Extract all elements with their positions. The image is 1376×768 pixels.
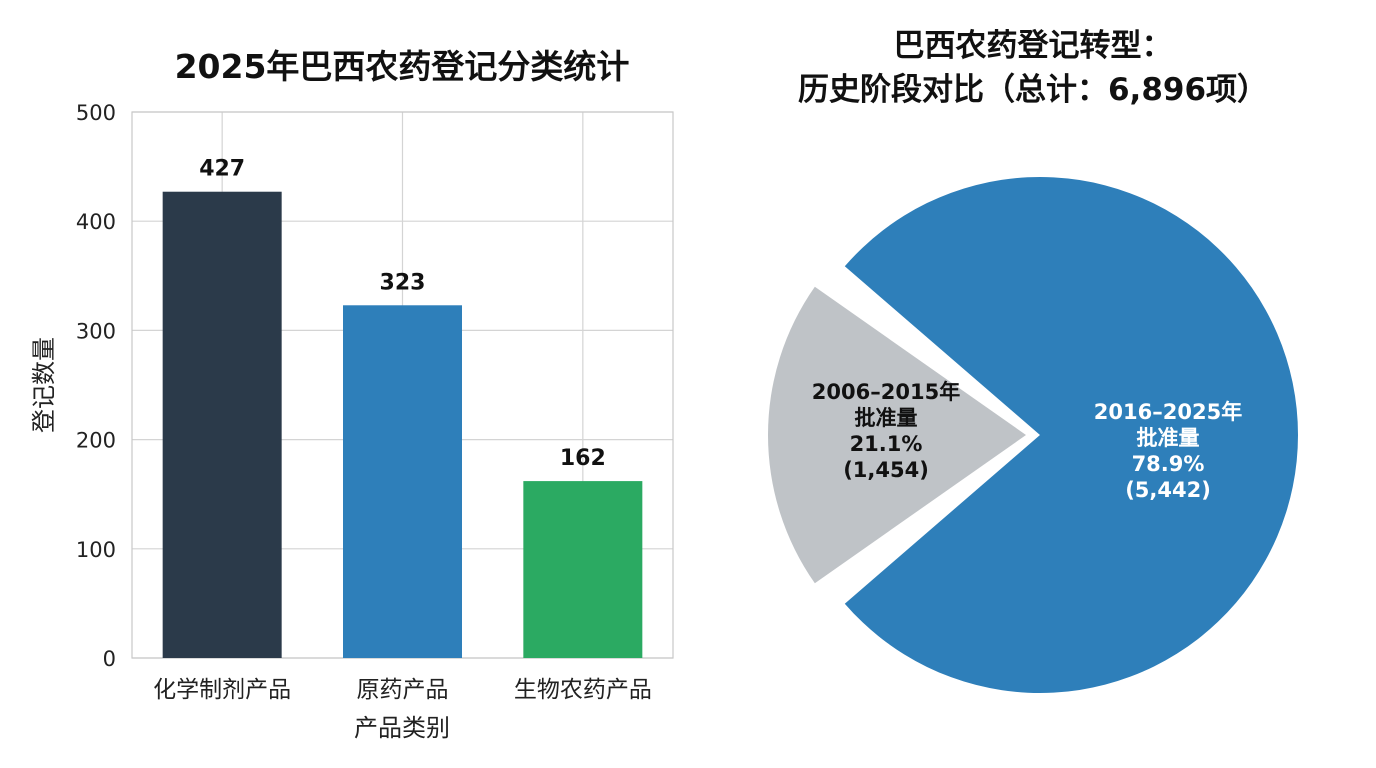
bar-value-label: 162 [560, 446, 606, 471]
pie-slice-label: (5,442) [1125, 478, 1211, 502]
bars: 427 323 162 [162, 157, 643, 658]
category-labels: 化学制剂产品 原药产品 生物农药产品 [153, 677, 652, 703]
bar-chart: 2025年巴西农药登记分类统计 0 100 200 300 400 500 427 323 1… [30, 47, 674, 742]
category-label: 生物农药产品 [514, 677, 652, 703]
bar [162, 191, 282, 658]
y-tick-label: 100 [76, 538, 116, 562]
y-tick-labels: 0 100 200 300 400 500 [76, 101, 116, 671]
y-tick-label: 400 [76, 210, 116, 234]
bar [343, 305, 462, 658]
y-tick-label: 200 [76, 429, 116, 453]
pie-slice [767, 286, 1026, 584]
y-axis-label: 登记数量 [30, 337, 58, 433]
category-label: 化学制剂产品 [153, 677, 291, 703]
pie-slice-label: 2016–2025年 [1094, 400, 1242, 424]
y-tick-label: 300 [76, 319, 116, 343]
bar-value-label: 427 [199, 157, 245, 182]
pie-slice-label: 批准量 [1137, 426, 1200, 450]
pie-slice-label: 批准量 [855, 406, 918, 430]
pie-title-line-1: 巴西农药登记转型： [894, 28, 1173, 64]
pie-slice-label: 21.1% [850, 432, 923, 456]
pie-labels: 2016–2025年批准量78.9%(5,442)2006–2015年批准量21… [812, 380, 1242, 502]
category-label: 原药产品 [357, 677, 449, 703]
pie-slice-label: 78.9% [1132, 452, 1205, 476]
pie-slice-label: 2006–2015年 [812, 380, 960, 404]
y-tick-label: 500 [76, 101, 116, 125]
bar-value-label: 323 [380, 270, 426, 295]
pie-slice-label: (1,454) [843, 458, 929, 482]
pie-title-line-2: 历史阶段对比（总计：6,896项） [798, 72, 1268, 108]
pie-slice [844, 177, 1299, 693]
pie-slices [767, 177, 1299, 693]
pie-chart: 巴西农药登记转型： 历史阶段对比（总计：6,896项） 2016–2025年批准… [767, 28, 1299, 693]
x-axis-label: 产品类别 [354, 714, 450, 742]
bar [523, 481, 643, 658]
y-tick-label: 0 [103, 647, 116, 671]
bar-chart-title: 2025年巴西农药登记分类统计 [175, 47, 630, 86]
